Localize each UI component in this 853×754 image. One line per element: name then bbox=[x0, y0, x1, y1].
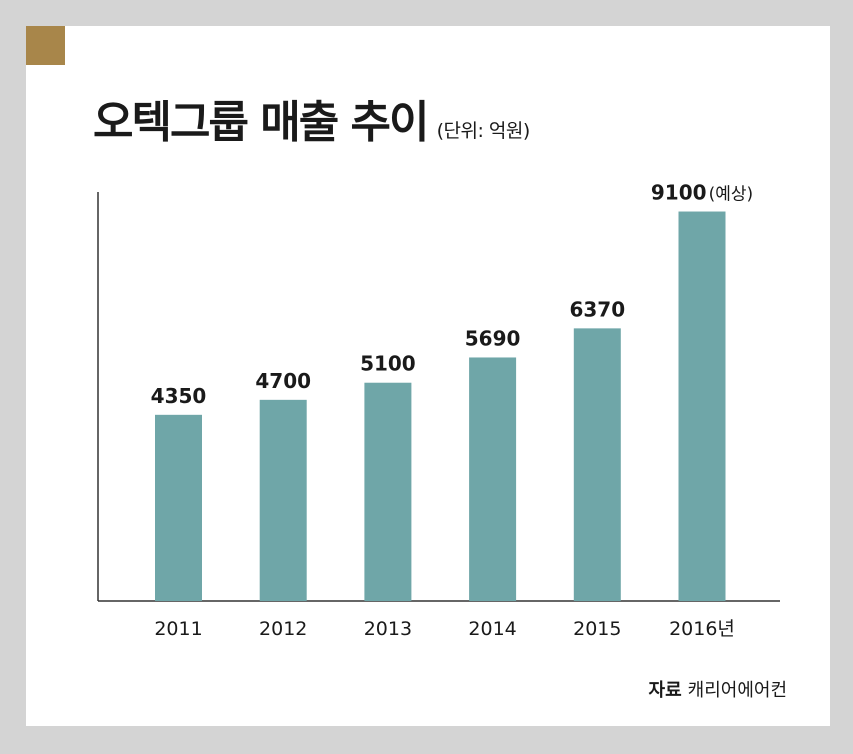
title-row: 오텍그룹 매출 추이 (단위: 억원) bbox=[93, 86, 530, 150]
bar-2012 bbox=[259, 399, 307, 601]
bar-value-label: 4350 bbox=[151, 384, 207, 408]
x-tick-label: 2016년 bbox=[669, 618, 735, 640]
bar-value-label: 5690 bbox=[465, 326, 521, 350]
chart-subtitle: (단위: 억원) bbox=[436, 120, 531, 142]
source-value: 캐리어에어컨 bbox=[687, 680, 787, 701]
source-label: 자료 bbox=[648, 680, 682, 701]
bars-group: 4350 2011 4700 2012 5100 2013 5690 2014 6370 2015… bbox=[151, 181, 753, 640]
x-tick-label: 2014 bbox=[468, 618, 516, 640]
bar-2016년 bbox=[678, 211, 726, 601]
bar-value-label: 9100 (예상) bbox=[651, 181, 753, 205]
bar-value-label: 4700 bbox=[255, 369, 311, 393]
bar-value-label: 5100 bbox=[360, 352, 416, 376]
bar-2013 bbox=[364, 382, 412, 601]
chart-title: 오텍그룹 매출 추이 bbox=[93, 97, 429, 148]
accent-square bbox=[26, 26, 65, 65]
x-tick-label: 2012 bbox=[259, 618, 307, 640]
x-tick-label: 2011 bbox=[154, 618, 202, 640]
bar-2015 bbox=[573, 328, 621, 601]
bar-2014 bbox=[469, 357, 517, 601]
x-tick-label: 2015 bbox=[573, 618, 621, 640]
bar-2011 bbox=[155, 414, 202, 601]
x-tick-label: 2013 bbox=[364, 618, 412, 640]
source-note: 자료 캐리어에어컨 bbox=[649, 676, 787, 702]
bar-value-label: 6370 bbox=[569, 297, 625, 321]
